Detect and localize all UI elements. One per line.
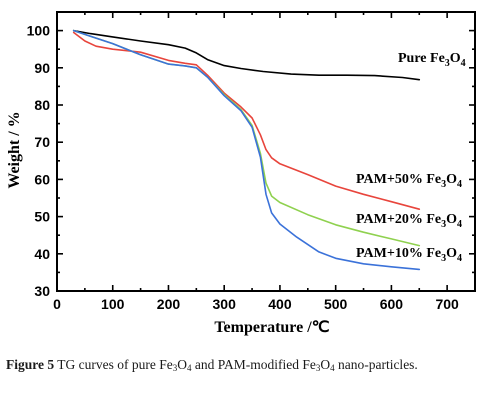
caption-text-2: O — [177, 357, 187, 372]
series-line — [72, 29, 421, 81]
caption-sub-3: 3 — [315, 363, 321, 373]
x-tick-label: 200 — [157, 296, 181, 312]
series-label-part: PAM+10% Fe — [356, 246, 441, 261]
x-tick-label: 700 — [435, 296, 459, 312]
series-label-part: Pure Fe — [398, 51, 445, 66]
plot-frame — [56, 11, 476, 292]
caption-text-1: TG curves of pure Fe — [54, 357, 173, 372]
series-line — [72, 31, 421, 210]
x-tick-label: 100 — [101, 296, 125, 312]
y-tick-label: 70 — [34, 134, 50, 150]
x-tick-label: 300 — [213, 296, 237, 312]
caption-sub-4: 4 — [330, 363, 335, 373]
series-label-part: 4 — [457, 179, 462, 190]
series-label-part: 3 — [445, 58, 450, 69]
x-tick-label: 400 — [268, 296, 292, 312]
tg-chart: 0 100 200 300 400 500 600 70030405060708090100 … — [6, 11, 476, 336]
series-label-part: PAM+50% Fe — [356, 172, 441, 187]
x-tick-label: 500 — [324, 296, 348, 312]
series-label-part: PAM+20% Fe — [356, 212, 441, 227]
y-tick-label: 50 — [34, 209, 50, 225]
x-tick-label: 0 — [53, 296, 61, 312]
series-label-part: O — [446, 212, 457, 227]
y-tick-label: 40 — [34, 246, 50, 262]
caption-sub-2: 4 — [186, 363, 192, 373]
series-label-part: 3 — [441, 219, 446, 230]
series-label-part: O — [450, 51, 461, 66]
series-label-part: 4 — [457, 219, 462, 230]
caption-text-5: nano-particles. — [334, 357, 418, 372]
caption-sub-1: 3 — [172, 363, 178, 373]
y-tick-label: 30 — [34, 283, 50, 299]
x-tick-label: 600 — [380, 296, 404, 312]
series-label-part: 3 — [441, 253, 446, 264]
x-axis-title: Temperature /℃ — [214, 319, 329, 336]
series-line — [72, 29, 421, 271]
axes: 0 100 200 300 400 500 600 700 30 40 50 60 70 80 90 100 — [27, 11, 476, 312]
curves — [72, 29, 421, 271]
series-label-part: 4 — [457, 253, 462, 264]
series-label: PAM+50% Fe3O4 — [356, 172, 462, 190]
series-label-part: O — [446, 246, 457, 261]
caption-text-3: and PAM-modified Fe — [191, 357, 316, 372]
y-axis-title: Weight / % — [6, 111, 23, 188]
figure-label: Figure 5 — [6, 357, 55, 372]
series-label: Pure Fe3O4 — [398, 51, 466, 69]
y-tick-label: 100 — [27, 23, 51, 39]
y-tick-label: 60 — [34, 171, 50, 187]
series-label: PAM+20% Fe3O4 — [356, 212, 462, 230]
caption-text-4: O — [320, 357, 331, 372]
y-tick-label: 90 — [34, 60, 50, 76]
series-label: PAM+10% Fe3O4 — [356, 246, 462, 264]
series-label-part: 4 — [461, 58, 466, 69]
series-label-part: O — [446, 172, 457, 187]
y-tick-label: 80 — [34, 97, 50, 113]
series-label-part: 3 — [441, 179, 446, 190]
figure-caption: Figure 5 TG curves of pure Fe3O4 and PAM… — [6, 356, 480, 374]
